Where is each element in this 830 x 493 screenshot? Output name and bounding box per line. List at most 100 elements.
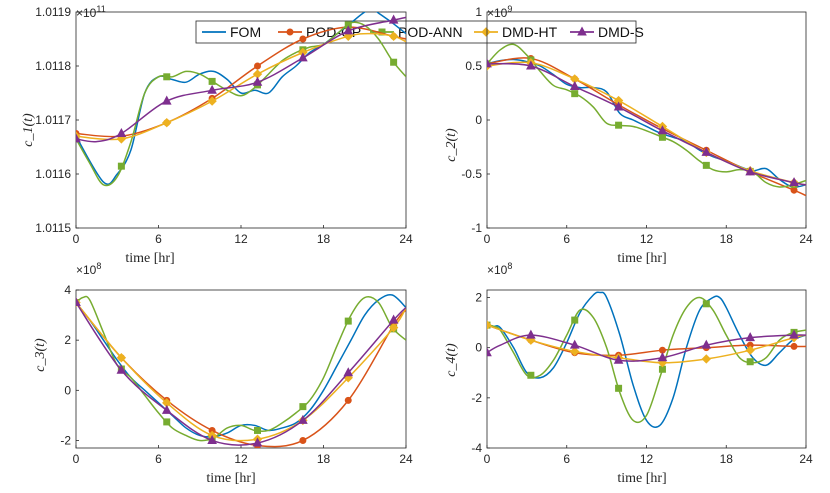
xlabel-c4: time [hr]	[617, 471, 666, 486]
legend-marker	[286, 28, 294, 36]
marker-dmd-s	[298, 414, 308, 424]
marker-dmd-s	[343, 367, 354, 377]
ylabel-c4: c_4(t)	[444, 343, 459, 377]
marker-dmd-ht	[388, 322, 399, 333]
x-tick-label: 12	[640, 232, 654, 246]
marker-pod-ann	[615, 384, 623, 392]
marker-dmd-s	[252, 437, 263, 447]
marker-dmd-s	[207, 434, 217, 444]
marker-dmd-s	[161, 95, 172, 105]
marker-pod-ann	[527, 371, 535, 379]
y-tick-label: 1.0119	[35, 5, 71, 19]
x-tick-label: 6	[563, 452, 570, 466]
marker-pod-ann	[344, 317, 352, 325]
x-tick-label: 6	[563, 232, 570, 246]
y-tick-label: 2	[475, 291, 482, 305]
axes-frame	[75, 11, 407, 229]
x-tick-label: 12	[234, 452, 248, 466]
marker-pod-ann	[299, 403, 307, 411]
marker-dmd-s	[388, 314, 399, 324]
x-tick-label: 12	[234, 232, 248, 246]
y-tick-label: 1.0118	[35, 59, 71, 73]
ylabel-c3: c_3(t)	[33, 338, 48, 372]
marker-pod-ann	[702, 300, 710, 308]
xlabel-c3: time [hr]	[206, 471, 255, 486]
marker-pod-ann	[208, 77, 216, 85]
marker-dmd-ht	[701, 354, 712, 364]
x-tick-label: 24	[799, 232, 813, 246]
legend-label: DMD-S	[598, 24, 644, 40]
scale-c4: ×108	[487, 261, 512, 277]
x-tick-label: 6	[155, 452, 162, 466]
marker-pod-gp	[790, 186, 798, 194]
y-tick-label: -0.5	[461, 167, 482, 181]
marker-dmd-s	[161, 404, 172, 414]
marker-pod-ann	[615, 121, 623, 129]
y-tick-label: -2	[60, 433, 71, 447]
marker-dmd-s	[657, 125, 668, 135]
y-tick-label: 4	[64, 283, 71, 297]
panel-c2: c_2(t) time [hr] ×109 0 6 12 18 24 -1 -0.5 0 0.5…	[444, 4, 813, 266]
marker-dmd-s	[116, 364, 127, 374]
marker-dmd-s	[487, 347, 492, 357]
panel-c4: c_4(t) time [hr] ×108 0 6 12 18 24 -4 -2 0 2	[444, 261, 813, 486]
x-tick-label: 18	[720, 452, 734, 466]
marker-pod-gp	[299, 35, 307, 43]
x-tick-label: 24	[799, 452, 813, 466]
scale-c2: ×109	[487, 4, 512, 20]
marker-dmd-ht	[207, 96, 217, 106]
y-tick-label: 0	[64, 383, 71, 397]
legend-label: DMD-HT	[502, 24, 558, 40]
series-line-dmd-s	[487, 334, 806, 362]
marker-pod-ann	[658, 133, 666, 141]
marker-dmd-s	[298, 52, 308, 62]
marker-pod-gp	[790, 342, 798, 350]
marker-dmd-ht	[570, 346, 580, 357]
marker-dmd-s	[789, 329, 799, 339]
scale-c1: ×1011	[76, 4, 106, 20]
legend-marker	[481, 27, 491, 37]
marker-dmd-s	[657, 352, 668, 362]
y-tick-label: 2	[64, 333, 71, 347]
marker-pod-ann	[571, 90, 579, 98]
marker-dmd-s	[613, 101, 624, 111]
x-tick-label: 24	[399, 232, 413, 246]
marker-pod-ann	[390, 58, 398, 66]
series-line-dmd-s	[487, 62, 806, 186]
x-tick-label: 6	[155, 232, 162, 246]
marker-dmd-ht	[487, 320, 492, 330]
legend: FOM POD-GP POD-ANN DMD-HT DMD-S	[195, 20, 644, 44]
marker-pod-ann	[117, 162, 125, 170]
series-line-fom	[76, 293, 406, 438]
x-tick-label: 18	[317, 452, 331, 466]
series-line-pod-ann	[487, 43, 806, 188]
marker-dmd-s	[526, 329, 536, 339]
x-tick-label: 0	[73, 452, 80, 466]
marker-dmd-ht	[745, 345, 755, 355]
marker-dmd-s	[569, 339, 580, 349]
series-line-dmd-ht	[76, 32, 406, 141]
marker-dmd-s	[789, 177, 799, 187]
marker-dmd-s	[252, 76, 263, 86]
marker-dmd-s	[526, 60, 536, 70]
marker-dmd-s	[569, 80, 580, 91]
marker-dmd-ht	[388, 31, 399, 42]
marker-dmd-s	[207, 84, 217, 94]
ylabel-c1: c_1(t)	[21, 113, 36, 147]
marker-dmd-s	[487, 58, 492, 68]
axes-frame	[486, 289, 807, 449]
series-line-fom	[487, 58, 806, 188]
marker-pod-gp	[254, 62, 261, 70]
y-tick-label: -1	[471, 221, 482, 235]
series-line-pod-gp	[76, 26, 406, 138]
marker-pod-gp	[344, 396, 352, 404]
legend-marker	[577, 26, 587, 36]
series-line-dmd-ht	[487, 324, 806, 364]
series-line-dmd-ht	[487, 61, 806, 186]
x-tick-label: 0	[484, 452, 491, 466]
y-tick-label: -2	[471, 391, 482, 405]
marker-dmd-s	[388, 14, 399, 24]
y-tick-label: -4	[471, 441, 482, 455]
